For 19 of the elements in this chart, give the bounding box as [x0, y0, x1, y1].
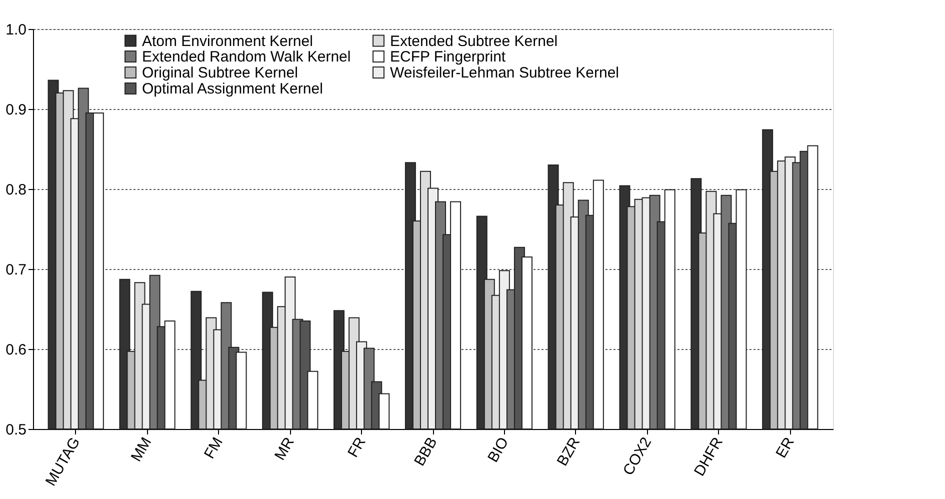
x-tick-label: BIO: [484, 434, 512, 466]
legend-label: ECFP Fingerprint: [390, 48, 506, 66]
y-tick-label: 0.5: [6, 422, 26, 438]
x-tick-label: MM: [128, 434, 156, 465]
y-tick-label: 1.0: [6, 22, 26, 38]
legend-label: Weisfeiler-Lehman Subtree Kernel: [390, 64, 620, 82]
legend-label: Atom Environment Kernel: [142, 32, 313, 50]
y-tick-label: 0.8: [6, 182, 26, 198]
x-tick-label: MR: [272, 434, 298, 464]
x-tick-label: ER: [772, 434, 798, 462]
y-tick-label: 0.7: [6, 262, 26, 278]
legend-label: Original Subtree Kernel: [142, 64, 298, 82]
legend-label: Extended Subtree Kernel: [390, 32, 558, 50]
y-tick-label: 0.6: [6, 342, 26, 358]
legend-label: Extended Random Walk Kernel: [142, 48, 351, 66]
legend-label: Optimal Assignment Kernel: [142, 80, 323, 98]
y-tick-label: 0.9: [6, 102, 26, 118]
x-tick-label: FM: [200, 434, 227, 462]
x-tick-label: FR: [344, 434, 370, 460]
